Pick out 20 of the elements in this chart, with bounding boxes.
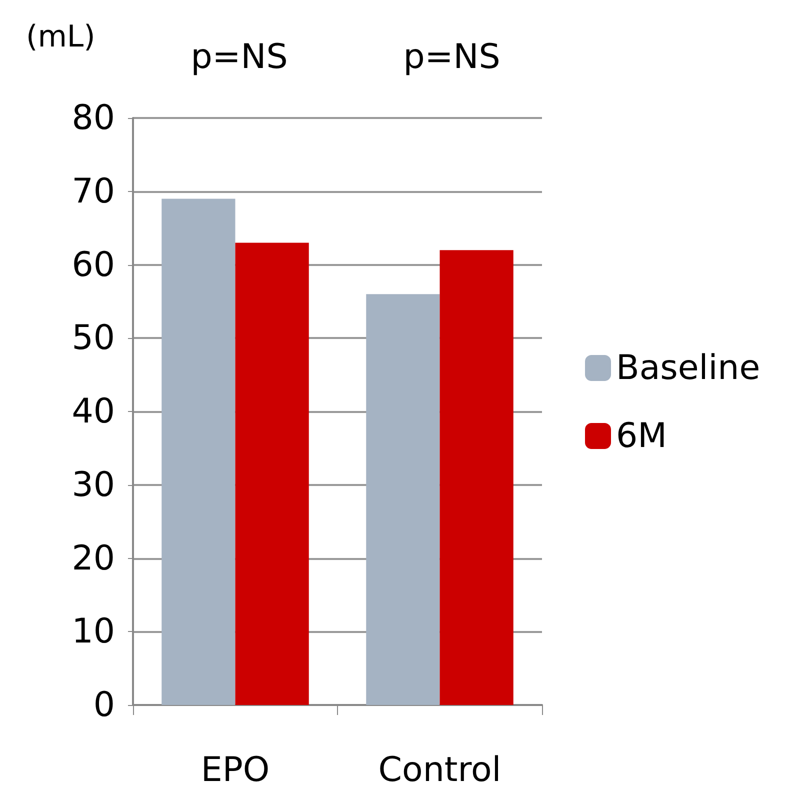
bar [366,294,440,705]
text: p=NS [403,37,500,77]
bar [235,242,309,705]
y-tick-label: 40 [72,392,115,432]
legend-label: Baseline [616,348,760,388]
y-tick-label: 30 [72,464,115,505]
text: p=NS [190,37,288,77]
x-tick-label: EPO [200,750,270,790]
bar [162,198,236,705]
y-tick-label: 0 [93,685,115,725]
y-axis-title: (mL) [26,20,96,54]
y-tick-label: 10 [72,612,115,652]
x-tick-label: Control [378,750,502,790]
bar [440,250,514,705]
y-tick-label: 50 [72,318,115,358]
y-tick-label: 70 [72,171,115,212]
y-tick-label: 60 [72,244,115,285]
y-tick-label: 80 [72,98,115,138]
y-tick-label: 20 [72,538,115,578]
legend-label: 6M [616,416,667,456]
